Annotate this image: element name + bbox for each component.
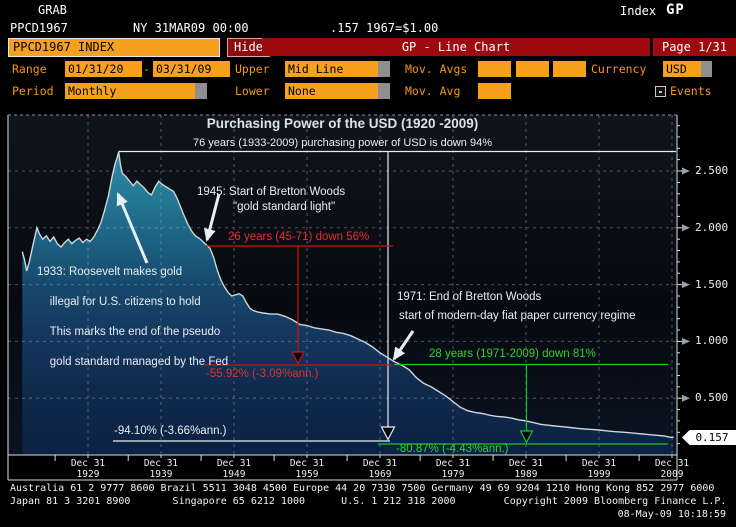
- roosevelt-line-1: 1933: Roosevelt makes gold: [37, 266, 183, 278]
- period-label: Period: [12, 84, 54, 98]
- red-down-arrow-icon: [291, 351, 305, 365]
- annotation-red-result: -55.92% (-3.09%ann.): [206, 368, 319, 380]
- currency-select[interactable]: USD: [663, 61, 701, 77]
- page-indicator: Page 1/31: [653, 38, 736, 56]
- annotation-bretton-end-1: 1971: End of Bretton Woods: [397, 291, 542, 303]
- events-label: Events: [670, 84, 712, 98]
- security-input[interactable]: PPCD1967 INDEX: [8, 38, 220, 57]
- annotation-bretton-end-2: start of modern-day fiat paper currency …: [399, 310, 636, 322]
- y-tick-label: 0.500: [695, 391, 729, 405]
- currency-select-scroll[interactable]: [701, 61, 712, 77]
- lower-select[interactable]: None: [285, 83, 378, 99]
- plot-border: [7, 115, 678, 481]
- index-label: Index: [620, 4, 657, 18]
- annotation-76-years: 76 years (1933-2009) purchasing power of…: [193, 137, 492, 149]
- range-start-input[interactable]: 01/31/20: [65, 61, 142, 77]
- y-tick-arrow-icons: [682, 167, 690, 402]
- x-tick-label: Dec 31 1999: [581, 458, 617, 480]
- y-tick-label: 2.500: [695, 164, 729, 177]
- y-tick-label: 1.500: [695, 277, 729, 291]
- range-end-input[interactable]: 03/31/09: [153, 61, 230, 77]
- x-tick-label: Dec 31 1949: [216, 458, 252, 480]
- upper-select[interactable]: Mid Line: [285, 61, 378, 77]
- mov-avg-input-3[interactable]: [553, 61, 586, 77]
- x-tick-label: Dec 31 1959: [289, 458, 325, 480]
- currency-label: Currency: [591, 62, 647, 76]
- roosevelt-line-3: This marks the end of the pseudo: [49, 326, 221, 338]
- roosevelt-line-4: gold standard managed by the Fed: [49, 356, 229, 368]
- price-curve: [21, 151, 674, 439]
- mov-avg-input-2[interactable]: [516, 61, 549, 77]
- mov-avgs-label: Mov. Avgs: [405, 62, 468, 76]
- upper-select-scroll[interactable]: [378, 61, 390, 77]
- footer-line-2: Japan 81 3 3201 8900 Singapore 65 6212 1…: [10, 496, 727, 507]
- function-code: GP: [666, 2, 685, 18]
- x-tick-label: Dec 31 2009: [654, 458, 690, 480]
- chart-type-title: GP - Line Chart: [262, 38, 650, 56]
- x-tick-label: Dec 31 1939: [143, 458, 179, 480]
- range-label: Range: [12, 62, 47, 76]
- arrow-to-1933-peak-icon: [116, 192, 149, 264]
- x-tick-label: Dec 31 1969: [362, 458, 398, 480]
- annotation-red-span: 26 years (45-71) down 56%: [228, 231, 370, 243]
- period-select-scroll[interactable]: [195, 83, 207, 99]
- annotation-bretton-start-1: 1945: Start of Bretton Woods: [197, 186, 346, 198]
- axis-ticks: [54, 125, 683, 461]
- period-select[interactable]: Monthly: [65, 83, 195, 99]
- mov-avg-input-1[interactable]: [478, 61, 511, 77]
- arrow-to-1971-icon: [392, 330, 415, 361]
- upper-label: Upper: [235, 62, 270, 76]
- arrow-to-1945-icon: [203, 193, 221, 242]
- lower-label: Lower: [235, 84, 270, 98]
- footer-line-1: Australia 61 2 9777 8600 Brazil 5511 304…: [10, 483, 715, 494]
- y-tick-label: 2.000: [695, 220, 729, 234]
- green-down-arrow-icon: [519, 430, 534, 444]
- roosevelt-line-2: illegal for U.S. citizens to hold: [49, 296, 201, 308]
- area-fill: [22, 151, 674, 455]
- ticker-label: PPCD1967: [10, 21, 68, 35]
- lower-select-scroll[interactable]: [378, 83, 390, 99]
- annotation-green-result: -80.87% (-4.43%ann.): [396, 443, 509, 455]
- y-tick-label: 1.000: [695, 334, 729, 348]
- range-separator: -: [143, 62, 150, 76]
- mov-avg-label: Mov. Avg: [405, 84, 461, 98]
- x-tick-label: Dec 31 1979: [435, 458, 471, 480]
- white-down-arrow-icon: [380, 426, 396, 441]
- last-price-tag: 0.157: [682, 430, 736, 445]
- annotation-arrows: [116, 192, 415, 361]
- value-note-label: .157 1967=$1.00: [330, 21, 439, 35]
- annotation-white-result: -94.10% (-3.66%ann.): [114, 425, 227, 437]
- red-measure: [205, 245, 393, 366]
- annotation-roosevelt: 1933: Roosevelt makes gold illegal for U…: [37, 265, 228, 370]
- x-tick-label: Dec 31 1989: [508, 458, 544, 480]
- grab-label: GRAB: [38, 3, 67, 17]
- hide-button[interactable]: Hide: [227, 38, 270, 57]
- mov-avg-input-4[interactable]: [478, 83, 511, 99]
- footer-timestamp: 08-May-09 10:18:59: [617, 509, 726, 520]
- events-checkbox[interactable]: [655, 86, 666, 97]
- market-time-label: NY 31MAR09 00:00: [133, 21, 249, 35]
- x-tick-label: Dec 31 1929: [70, 458, 106, 480]
- green-measure: [378, 363, 668, 445]
- chart-title: Purchasing Power of the USD (1920 -2009): [206, 116, 479, 131]
- white-measure: [113, 150, 676, 442]
- annotation-green-span: 28 years (1971-2009) down 81%: [429, 348, 596, 360]
- annotation-bretton-start-2: "gold standard light": [233, 201, 336, 213]
- gridlines: [8, 115, 677, 455]
